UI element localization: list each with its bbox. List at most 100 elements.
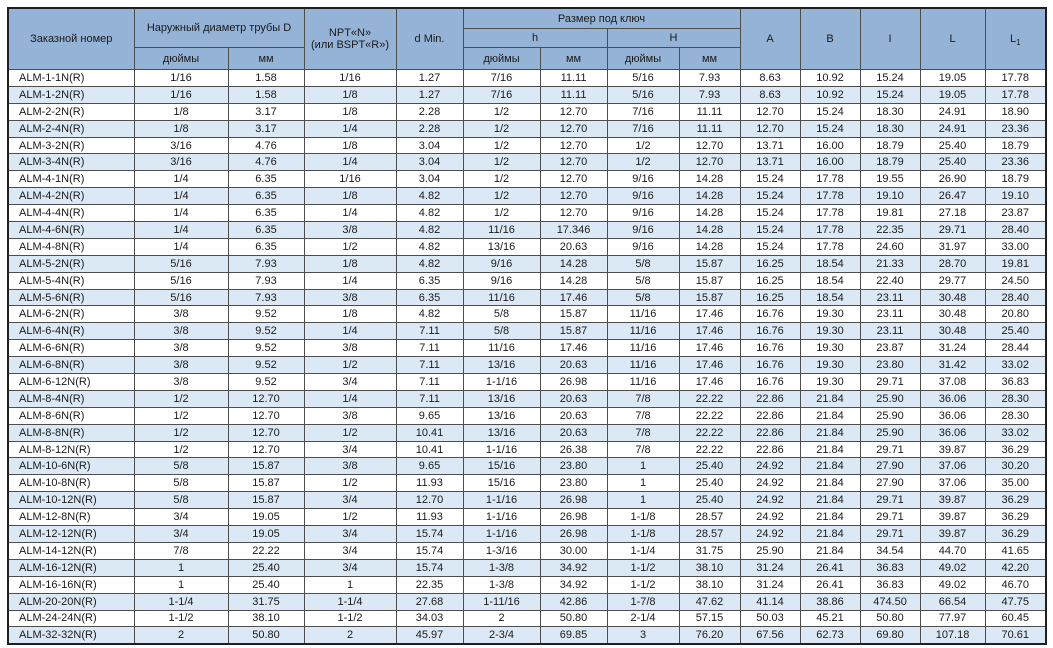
value-cell: 13.71: [739, 136, 801, 155]
order-number-cell: ALM-6-4N(R): [7, 322, 135, 341]
value-cell: 9.65: [395, 457, 464, 476]
value-cell: 5/8: [133, 491, 229, 510]
value-cell: 3/8: [133, 373, 229, 391]
value-cell: 1/8: [303, 187, 397, 206]
value-cell: 1/8: [133, 119, 229, 138]
value-cell: 7.11: [395, 322, 464, 341]
value-cell: 19.10: [859, 187, 921, 206]
order-number-cell: ALM-8-6N(R): [7, 406, 135, 425]
table-row: ALM-6-12N(R) 3/8 9.52 3/4 7.11 1-1/16 26.98 11/…: [7, 373, 1047, 391]
value-cell: 11/16: [462, 221, 541, 239]
value-cell: 26.98: [539, 373, 608, 391]
value-cell: 3/4: [133, 508, 229, 527]
value-cell: 16.76: [739, 339, 801, 358]
value-cell: 3/4: [303, 491, 397, 510]
value-cell: 47.62: [678, 592, 741, 611]
value-cell: 23.36: [984, 153, 1047, 172]
value-cell: 1/2: [133, 423, 229, 442]
value-cell: 18.79: [984, 136, 1047, 155]
value-cell: 7.11: [395, 356, 464, 375]
value-cell: 12.70: [539, 136, 608, 155]
table-header: Заказной номер Наружный диаметр трубы D …: [7, 7, 1047, 70]
value-cell: 1: [303, 575, 397, 594]
value-cell: 36.29: [984, 491, 1047, 510]
value-cell: 12.70: [227, 440, 305, 459]
order-number-cell: ALM-3-4N(R): [7, 153, 135, 172]
value-cell: 12.70: [539, 204, 608, 223]
value-cell: 11/16: [606, 373, 680, 391]
value-cell: 13/16: [462, 356, 541, 375]
table-row: ALM-10-6N(R) 5/8 15.87 3/8 9.65 15/16 23.80 1 25…: [7, 457, 1047, 476]
value-cell: 7/16: [462, 85, 541, 104]
value-cell: 24.92: [739, 508, 801, 527]
value-cell: 29.71: [919, 221, 986, 239]
value-cell: 1/2: [606, 153, 680, 172]
order-number-cell: ALM-8-8N(R): [7, 423, 135, 442]
value-cell: 22.22: [678, 406, 741, 425]
value-cell: 1.27: [395, 69, 464, 87]
order-number-cell: ALM-2-4N(R): [7, 119, 135, 138]
value-cell: 15.24: [739, 237, 801, 256]
table-row: ALM-10-12N(R) 5/8 15.87 3/4 12.70 1-1/16 26.98…: [7, 491, 1047, 510]
value-cell: 28.57: [678, 525, 741, 543]
table-row: ALM-2-2N(R) 1/8 3.17 1/8 2.28 1/2 12.70 7/16 11.…: [7, 102, 1047, 121]
value-cell: 69.80: [859, 626, 921, 645]
value-cell: 1/2: [303, 474, 397, 493]
value-cell: 19.10: [984, 187, 1047, 206]
value-cell: 2: [133, 626, 229, 645]
value-cell: 15.24: [799, 102, 861, 121]
value-cell: 37.06: [919, 474, 986, 493]
value-cell: 26.41: [799, 558, 861, 577]
value-cell: 18.30: [859, 102, 921, 121]
value-cell: 31.24: [739, 575, 801, 594]
value-cell: 9/16: [606, 221, 680, 239]
value-cell: 17.78: [799, 170, 861, 189]
value-cell: 1/2: [462, 102, 541, 121]
value-cell: 18.54: [799, 254, 861, 273]
table-row: ALM-12-8N(R) 3/4 19.05 1/2 11.93 1-1/16 26.98 1…: [7, 508, 1047, 527]
value-cell: 25.40: [678, 474, 741, 493]
value-cell: 31.75: [678, 541, 741, 560]
value-cell: 1/2: [462, 136, 541, 155]
value-cell: 28.40: [984, 221, 1047, 239]
value-cell: 31.42: [919, 356, 986, 375]
order-number-cell: ALM-4-2N(R): [7, 187, 135, 206]
value-cell: 7/16: [606, 119, 680, 138]
value-cell: 11.11: [678, 119, 741, 138]
value-cell: 16.00: [799, 136, 861, 155]
value-cell: 50.80: [227, 626, 305, 645]
value-cell: 1/2: [462, 153, 541, 172]
table-row: ALM-16-12N(R) 1 25.40 3/4 15.74 1-3/8 34.92 1-1…: [7, 558, 1047, 577]
value-cell: 36.06: [919, 423, 986, 442]
value-cell: 39.87: [919, 525, 986, 543]
value-cell: 24.92: [739, 491, 801, 510]
value-cell: 23.87: [984, 204, 1047, 223]
value-cell: 11/16: [606, 305, 680, 324]
col-header-d-mm: мм: [227, 47, 305, 70]
col-header-h-upper: H: [606, 28, 741, 48]
value-cell: 3/8: [303, 221, 397, 239]
value-cell: 9.52: [227, 339, 305, 358]
value-cell: 38.10: [678, 558, 741, 577]
table-row: ALM-20-20N(R) 1-1/4 31.75 1-1/4 27.68 1-11/16…: [7, 592, 1047, 611]
value-cell: 36.06: [919, 389, 986, 408]
value-cell: 22.86: [739, 423, 801, 442]
table-row: ALM-3-2N(R) 3/16 4.76 1/8 3.04 1/2 12.70 1/2 12.…: [7, 136, 1047, 155]
value-cell: 21.84: [799, 406, 861, 425]
value-cell: 15.24: [739, 204, 801, 223]
value-cell: 1/16: [303, 170, 397, 189]
value-cell: 19.05: [919, 69, 986, 87]
table-row: ALM-6-4N(R) 3/8 9.52 1/4 7.11 5/8 15.87 11/16 17…: [7, 322, 1047, 341]
value-cell: 47.75: [984, 592, 1047, 611]
value-cell: 15.87: [539, 322, 608, 341]
value-cell: 12.70: [739, 102, 801, 121]
value-cell: 17.46: [539, 339, 608, 358]
value-cell: 16.25: [739, 254, 801, 273]
value-cell: 28.70: [919, 254, 986, 273]
value-cell: 1/8: [303, 102, 397, 121]
table-row: ALM-5-2N(R) 5/16 7.93 1/8 4.82 9/16 14.28 5/8 15…: [7, 254, 1047, 273]
value-cell: 21.84: [799, 474, 861, 493]
value-cell: 16.76: [739, 356, 801, 375]
value-cell: 17.46: [678, 339, 741, 358]
value-cell: 14.28: [678, 170, 741, 189]
